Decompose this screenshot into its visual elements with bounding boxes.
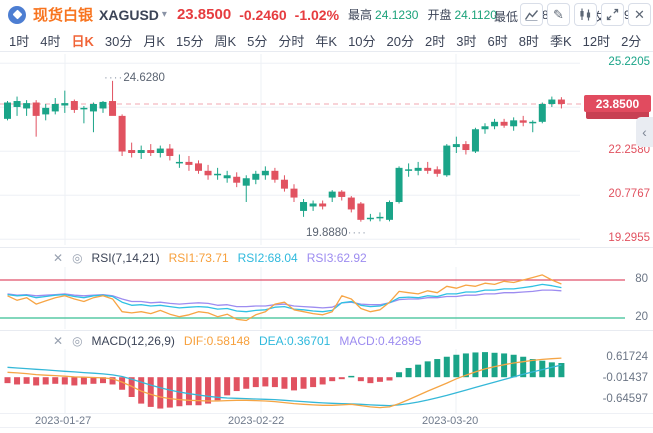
tab-20分[interactable]: 20分 bbox=[386, 33, 414, 49]
obscured-text-fragment: 最低 bbox=[494, 10, 519, 24]
macd-axis-label: -0.64597 bbox=[602, 392, 648, 405]
obscured-text-fragment: 9 bbox=[624, 8, 631, 22]
rsi-header: ✕ ◎ RSI(7,14,21) RSI1:73.71 RSI2:68.04 R… bbox=[0, 249, 653, 267]
price-axis-label: 20.7767 bbox=[608, 188, 650, 201]
tab-周K[interactable]: 周K bbox=[214, 33, 237, 49]
main-candlestick-chart[interactable] bbox=[0, 52, 653, 247]
rsi-level-80-label: 80 bbox=[635, 273, 648, 285]
price-change: -0.2460 bbox=[239, 6, 287, 23]
price-axis-label: 22.2580 bbox=[608, 144, 650, 157]
tab-12时[interactable]: 12时 bbox=[582, 33, 611, 49]
rsi-level-20-label: 20 bbox=[635, 311, 648, 323]
tab-年K[interactable]: 年K bbox=[315, 33, 338, 49]
rsi-chart[interactable] bbox=[0, 267, 653, 329]
tab-月K[interactable]: 月K bbox=[143, 33, 165, 49]
macd-name: MACD(12,26,9) bbox=[91, 334, 175, 348]
timeframe-tab-bar: 1时 4时 日K 30分 月K 15分 周K 5分 分时 年K 10分 20分 2时 3时 6时 8时 季K 12… bbox=[0, 29, 653, 52]
candlestick-icon[interactable] bbox=[574, 3, 597, 26]
last-price: 23.8500 bbox=[176, 6, 232, 23]
stat-open: 开盘 24.1120 bbox=[427, 8, 497, 22]
macd-close-icon[interactable]: ✕ bbox=[53, 334, 64, 348]
obscured-text-fragment: 8 bbox=[542, 8, 549, 22]
current-price-badge: 23.8500 bbox=[584, 95, 651, 112]
dea-value: DEA:0.36701 bbox=[258, 334, 331, 348]
expand-icon[interactable] bbox=[601, 3, 624, 26]
symbol-dropdown-icon[interactable]: ▾ bbox=[161, 9, 167, 20]
low-price-annotation: 19.8880···· bbox=[306, 227, 367, 239]
tab-3时[interactable]: 3时 bbox=[456, 33, 477, 49]
tab-15分[interactable]: 15分 bbox=[176, 33, 204, 49]
macd-chart[interactable] bbox=[0, 349, 653, 413]
app-logo-icon bbox=[8, 5, 26, 24]
macd-settings-icon[interactable]: ◎ bbox=[72, 334, 83, 348]
dif-value: DIF:0.58148 bbox=[183, 334, 250, 348]
header-bar: 现货白银 XAGUSD ▾ 23.8500 -0.2460 -1.02% 最高 2… bbox=[0, 0, 653, 29]
rsi2-value: RSI2:68.04 bbox=[237, 251, 298, 265]
price-axis-label: 25.2205 bbox=[608, 56, 650, 69]
rsi1-value: RSI1:73.71 bbox=[168, 251, 229, 265]
close-icon[interactable]: ✕ bbox=[628, 3, 651, 26]
high-price-annotation: ····24.6280 bbox=[104, 72, 165, 84]
tab-2分[interactable]: 2分 bbox=[621, 33, 642, 49]
tab-2时[interactable]: 2时 bbox=[425, 33, 446, 49]
price-badge-shadow bbox=[586, 110, 649, 119]
tab-30分[interactable]: 30分 bbox=[104, 33, 133, 49]
collapse-sidebar-handle[interactable]: ‹ bbox=[636, 117, 653, 147]
rsi-settings-icon[interactable]: ◎ bbox=[72, 251, 83, 265]
date-axis-label: 2023-02-22 bbox=[228, 415, 285, 427]
tab-1时[interactable]: 1时 bbox=[9, 33, 30, 49]
tab-8时[interactable]: 8时 bbox=[518, 33, 539, 49]
tab-10分[interactable]: 10分 bbox=[348, 33, 376, 49]
macd-axis-label: -0.01437 bbox=[602, 371, 648, 384]
date-axis-label: 2023-03-20 bbox=[422, 415, 479, 427]
draw-pencil-icon[interactable]: ✎ bbox=[547, 3, 570, 26]
line-chart-icon[interactable] bbox=[520, 3, 543, 26]
price-axis-label: 19.2955 bbox=[608, 232, 650, 245]
symbol-code: XAGUSD bbox=[99, 6, 159, 23]
date-axis-label: 2023-01-27 bbox=[35, 415, 92, 427]
macd-header: ✕ ◎ MACD(12,26,9) DIF:0.58148 DEA:0.3670… bbox=[0, 332, 653, 350]
tab-5分[interactable]: 5分 bbox=[247, 33, 268, 49]
tab-季K[interactable]: 季K bbox=[549, 33, 572, 49]
symbol-name: 现货白银 bbox=[33, 7, 94, 24]
tab-4时[interactable]: 4时 bbox=[40, 33, 61, 49]
tab-日K[interactable]: 日K bbox=[71, 33, 94, 49]
rsi-close-icon[interactable]: ✕ bbox=[53, 251, 64, 265]
stat-high: 最高 24.1230 bbox=[348, 8, 419, 22]
macd-axis-label: 0.61724 bbox=[606, 350, 648, 363]
tab-分时[interactable]: 分时 bbox=[278, 33, 305, 49]
chart-toolbar: ✎ ✕ bbox=[0, 3, 653, 27]
macd-value: MACD:0.42895 bbox=[339, 334, 422, 348]
price-change-pct: -1.02% bbox=[294, 6, 340, 23]
rsi-name: RSI(7,14,21) bbox=[91, 251, 160, 265]
rsi3-value: RSI3:62.92 bbox=[306, 251, 367, 265]
tab-6时[interactable]: 6时 bbox=[487, 33, 508, 49]
